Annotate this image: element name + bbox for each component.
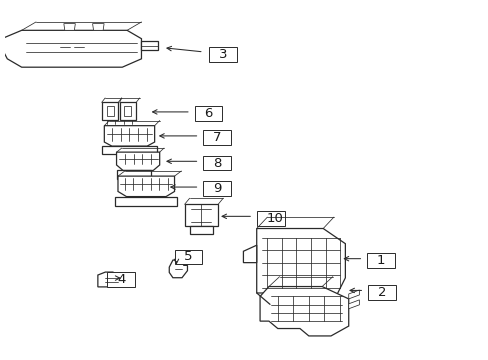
Polygon shape [115,197,177,206]
Bar [203,156,231,171]
Text: 1: 1 [376,254,385,267]
Text: 9: 9 [212,182,221,195]
Bar [203,130,231,145]
Polygon shape [120,102,136,120]
Bar [107,106,114,117]
Polygon shape [98,272,122,287]
Polygon shape [184,204,218,226]
Text: 2: 2 [377,286,386,299]
Bar [124,106,131,117]
Text: 4: 4 [117,273,125,286]
Polygon shape [243,245,256,263]
Polygon shape [348,290,359,299]
Text: 3: 3 [218,48,226,61]
Polygon shape [169,260,187,278]
Polygon shape [0,30,141,67]
Polygon shape [118,176,174,197]
Bar [194,106,222,121]
Text: 5: 5 [184,251,192,264]
Text: 10: 10 [266,212,283,225]
Bar [366,253,394,268]
Polygon shape [104,126,154,146]
Polygon shape [141,41,158,50]
Polygon shape [256,229,345,304]
Text: 7: 7 [212,131,221,144]
Polygon shape [116,171,151,179]
Text: 6: 6 [204,107,212,120]
Polygon shape [102,146,157,154]
Bar [174,249,202,264]
Polygon shape [102,102,118,120]
Polygon shape [64,24,75,30]
Polygon shape [260,287,348,336]
Bar [107,272,135,287]
Polygon shape [348,300,359,309]
Polygon shape [92,24,104,30]
Bar [367,285,395,300]
Polygon shape [189,226,213,234]
Text: 8: 8 [212,157,221,170]
Bar [256,211,284,225]
Bar [203,181,231,196]
Bar [208,48,236,62]
Polygon shape [116,152,160,171]
